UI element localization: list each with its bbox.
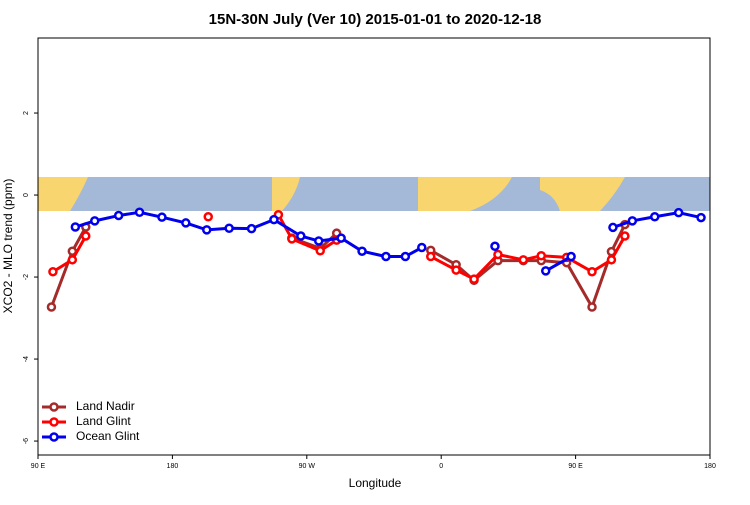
point <box>536 250 547 261</box>
point <box>400 251 411 262</box>
point <box>540 266 551 276</box>
map-land <box>38 177 88 211</box>
series-line <box>52 213 627 281</box>
point <box>48 266 58 277</box>
point <box>490 241 500 252</box>
x-tick-label: 0 <box>439 463 443 470</box>
point <box>627 216 638 226</box>
point <box>649 212 660 222</box>
point <box>113 210 124 221</box>
point <box>451 265 461 275</box>
point <box>224 223 234 234</box>
map-land <box>418 177 512 211</box>
y-tick-label: -6 <box>23 438 30 444</box>
point <box>425 251 436 262</box>
y-tick-label: -4 <box>23 356 30 362</box>
x-tick-label: 180 <box>167 463 179 470</box>
point <box>81 231 91 241</box>
point <box>696 212 706 223</box>
x-tick-label: 90 E <box>31 463 46 470</box>
y-tick-label: 0 <box>23 193 30 197</box>
point <box>357 246 367 256</box>
point <box>269 214 279 225</box>
x-tick-label: 90 W <box>299 463 316 470</box>
point <box>67 255 78 265</box>
x-tick-label: 90 E <box>568 463 583 470</box>
point <box>469 274 479 284</box>
point <box>336 233 346 243</box>
plot-frame <box>37 37 711 456</box>
point <box>606 255 617 265</box>
legend-label: Land Nadir <box>76 399 135 413</box>
x-axis-label: Longitude <box>349 476 402 490</box>
point <box>608 222 618 233</box>
legend-marker <box>49 402 59 412</box>
point <box>203 212 213 222</box>
point <box>493 249 503 260</box>
point <box>157 212 167 222</box>
y-axis-label: XCO2 - MLO trend (ppm) <box>1 179 15 314</box>
legend-marker <box>49 432 59 442</box>
point <box>89 216 100 226</box>
point <box>417 242 427 253</box>
point <box>566 251 576 262</box>
point <box>313 236 324 246</box>
map-band <box>38 177 710 211</box>
chart-title: 15N-30N July (Ver 10) 2015-01-01 to 2020… <box>209 11 542 28</box>
point <box>246 223 257 234</box>
point <box>587 302 597 312</box>
legend-label: Land Glint <box>76 414 131 428</box>
point <box>134 207 145 218</box>
point <box>620 231 630 241</box>
x-tick-label: 180 <box>704 463 716 470</box>
point <box>181 218 191 228</box>
point <box>587 266 597 277</box>
legend-label: Ocean Glint <box>76 429 140 443</box>
legend-marker <box>49 417 59 427</box>
point <box>201 225 212 235</box>
map-land <box>272 177 300 211</box>
point <box>381 251 391 262</box>
point <box>673 207 684 218</box>
map-land <box>540 177 625 211</box>
point <box>287 234 297 244</box>
y-tick-label: 2 <box>23 111 30 115</box>
point <box>518 255 529 265</box>
point <box>296 231 306 241</box>
point <box>46 302 57 312</box>
point <box>70 222 81 232</box>
y-tick-label: -2 <box>23 274 30 280</box>
point <box>315 246 325 256</box>
